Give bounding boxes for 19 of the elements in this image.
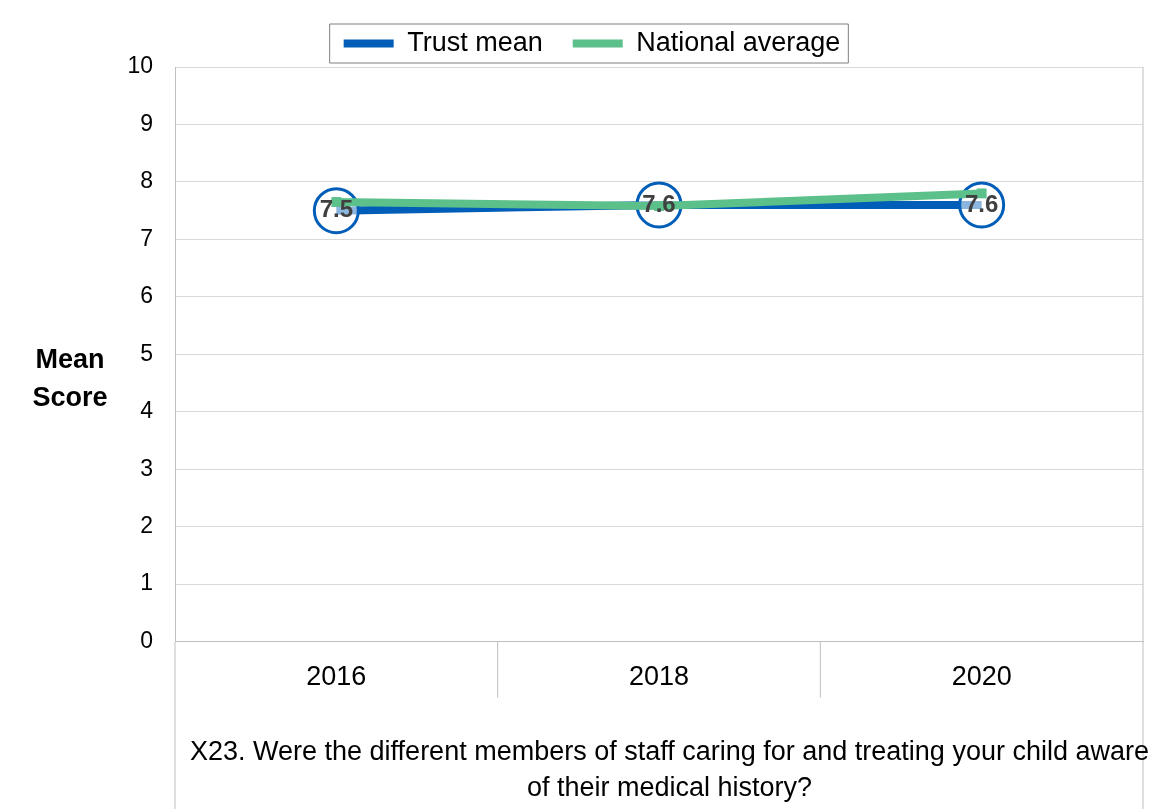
x-tick-label: 2018 xyxy=(628,661,690,692)
x-tick-label: 2020 xyxy=(951,661,1012,692)
x-axis-title: X23. Were the different members of staff caring for and treating your child aware of their medical history? xyxy=(189,735,1150,804)
y-tick-label: 9 xyxy=(140,109,153,136)
data-label: 7.6 xyxy=(964,189,999,217)
y-tick-label: 8 xyxy=(140,167,153,194)
y-tick-label: 3 xyxy=(140,454,153,481)
y-axis-title: Mean Score xyxy=(31,343,109,414)
y-tick-label: 0 xyxy=(140,626,153,653)
y-tick-label: 7 xyxy=(140,224,153,251)
y-tick-label: 10 xyxy=(127,52,153,79)
y-tick-label: 4 xyxy=(140,397,154,424)
y-tick-label: 1 xyxy=(140,569,153,596)
legend-label: National average xyxy=(636,26,841,57)
y-tick-label: 5 xyxy=(140,339,153,366)
x-tick-label: 2016 xyxy=(306,661,367,692)
y-tick-label: 2 xyxy=(140,512,153,539)
y-tick-label: 6 xyxy=(140,282,153,309)
legend-label: Trust mean xyxy=(407,26,543,57)
